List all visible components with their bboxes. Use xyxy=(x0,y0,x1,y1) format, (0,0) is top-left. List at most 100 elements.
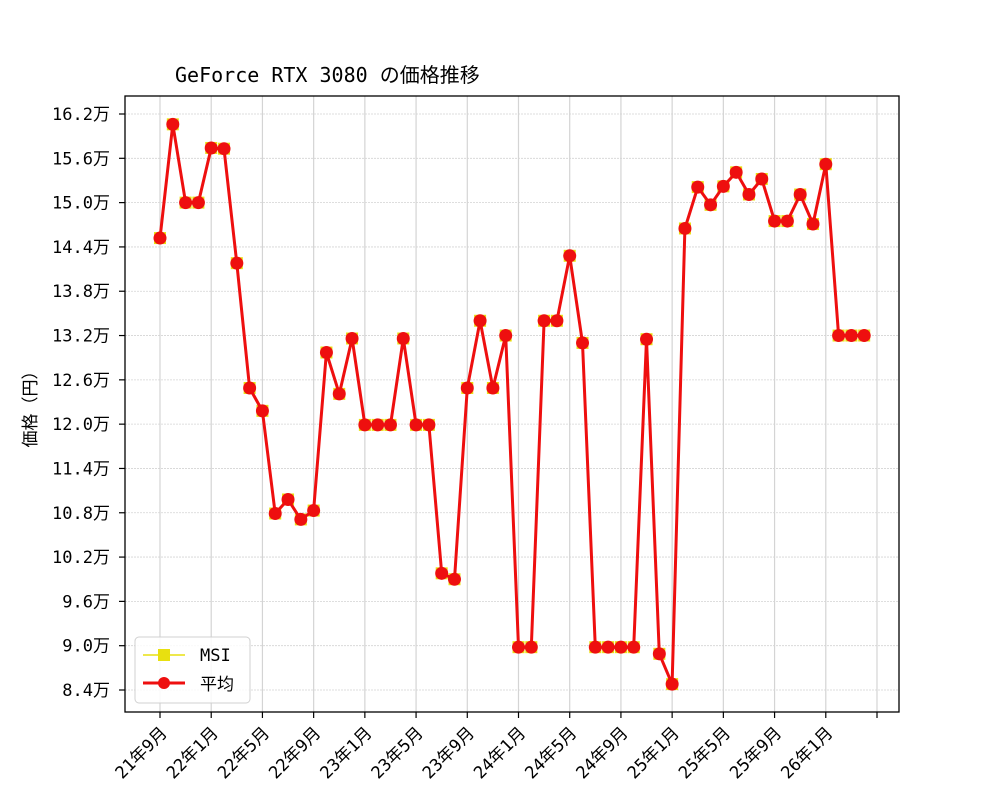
legend-item-average: 平均 xyxy=(143,675,234,695)
data-point-circle xyxy=(716,179,730,193)
data-point-circle xyxy=(793,187,807,201)
data-point-circle xyxy=(844,329,858,343)
data-point-circle xyxy=(614,640,628,654)
y-tick-label: 10.8万 xyxy=(52,504,110,524)
data-point-circle xyxy=(691,180,705,194)
data-point-circle xyxy=(345,331,359,345)
data-point-circle xyxy=(153,231,167,245)
data-point-circle xyxy=(473,314,487,328)
y-axis-label: 価格（円） xyxy=(21,363,41,448)
data-point-circle xyxy=(460,381,474,395)
x-tick-label: 24年5月 xyxy=(521,723,581,783)
data-point-circle xyxy=(230,256,244,270)
data-point-circle xyxy=(512,640,525,654)
x-tick-label: 24年1月 xyxy=(470,723,530,783)
data-point-circle xyxy=(499,329,513,343)
data-point-circle xyxy=(768,214,782,228)
x-tick-label: 22年1月 xyxy=(163,723,223,783)
y-tick-label: 13.8万 xyxy=(52,282,110,302)
data-point-circle xyxy=(447,572,461,586)
y-tick-label: 12.6万 xyxy=(52,371,110,391)
data-point-circle xyxy=(588,640,602,654)
data-point-circle xyxy=(576,336,590,350)
data-point-circle xyxy=(832,329,846,343)
data-point-circle xyxy=(486,381,500,395)
data-point-circle xyxy=(729,165,743,179)
plot-area xyxy=(124,95,900,713)
data-point-circle xyxy=(371,418,385,432)
data-point-circle xyxy=(409,418,423,432)
y-axis: 8.4万 9.0万 9.6万 10.2万 10.8万 11.4万 12.0万 12.6万 13.… xyxy=(52,105,125,701)
y-tick-label: 13.2万 xyxy=(52,327,110,347)
data-point-circle xyxy=(678,221,692,235)
x-axis: 21年9月22年1月22年5月22年9月23年1月23年5月23年9月24年1月… xyxy=(112,712,878,783)
data-point-circle xyxy=(550,314,564,328)
y-tick-label: 9.6万 xyxy=(62,592,110,612)
data-point-circle xyxy=(563,249,577,263)
x-tick-label: 21年9月 xyxy=(112,723,172,783)
x-tick-label: 22年9月 xyxy=(265,723,325,783)
x-tick-label: 23年9月 xyxy=(419,723,479,783)
x-tick-label: 25年5月 xyxy=(675,723,735,783)
data-point-circle xyxy=(281,492,295,506)
data-point-circle xyxy=(537,314,551,328)
data-point-circle xyxy=(806,217,820,231)
data-point-circle xyxy=(742,187,756,201)
data-point-circle xyxy=(268,507,282,521)
y-tick-label: 12.0万 xyxy=(52,415,110,435)
series-average xyxy=(153,117,871,691)
data-point-circle xyxy=(665,677,679,691)
y-tick-label: 9.0万 xyxy=(62,637,110,657)
x-tick-label: 24年9月 xyxy=(573,723,633,783)
y-tick-label: 14.4万 xyxy=(52,238,110,258)
data-point-circle xyxy=(179,196,193,210)
data-point-circle xyxy=(780,214,794,228)
x-tick-label: 23年5月 xyxy=(368,723,428,783)
data-point-circle xyxy=(204,141,218,155)
series-layer xyxy=(153,117,871,691)
data-point-circle xyxy=(255,404,269,418)
data-point-circle xyxy=(627,640,641,654)
data-point-circle xyxy=(217,142,231,156)
data-point-circle xyxy=(383,418,397,432)
y-tick-label: 10.2万 xyxy=(52,548,110,568)
legend: MSI 平均 xyxy=(134,636,251,704)
legend-item-msi: MSI xyxy=(143,646,231,666)
data-point-circle xyxy=(422,418,436,432)
data-point-circle xyxy=(358,418,372,432)
plot-frame xyxy=(124,95,900,713)
data-point-circle xyxy=(396,331,410,345)
chart-title: GeForce RTX 3080 の価格推移 xyxy=(175,63,480,87)
legend-label-msi: MSI xyxy=(200,646,231,666)
data-point-circle xyxy=(319,346,333,360)
y-tick-label: 11.4万 xyxy=(52,459,110,479)
x-tick-label: 23年1月 xyxy=(316,723,376,783)
data-point-circle xyxy=(524,640,538,654)
data-point-circle xyxy=(166,117,180,131)
y-tick-label: 15.0万 xyxy=(52,194,110,214)
grid-lines xyxy=(125,96,899,712)
x-tick-label: 25年1月 xyxy=(624,723,684,783)
legend-label-average: 平均 xyxy=(200,675,234,695)
data-point-circle xyxy=(640,332,654,346)
data-point-circle xyxy=(755,172,769,186)
legend-msi-square-icon xyxy=(158,649,170,661)
x-tick-label: 26年1月 xyxy=(777,723,837,783)
y-tick-label: 16.2万 xyxy=(52,105,110,125)
y-tick-label: 15.6万 xyxy=(52,149,110,169)
y-tick-label: 8.4万 xyxy=(62,681,110,701)
x-tick-label: 25年9月 xyxy=(726,723,786,783)
data-point-circle xyxy=(435,566,449,580)
data-point-circle xyxy=(332,387,346,401)
data-point-circle xyxy=(243,381,257,395)
x-tick-label: 22年5月 xyxy=(214,723,274,783)
data-point-circle xyxy=(307,504,321,518)
data-point-circle xyxy=(704,198,718,212)
plot-background xyxy=(125,96,899,712)
data-point-circle xyxy=(191,196,205,210)
data-point-circle xyxy=(601,640,615,654)
data-point-circle xyxy=(819,157,833,171)
data-point-circle xyxy=(857,329,871,343)
data-point-circle xyxy=(294,512,308,526)
